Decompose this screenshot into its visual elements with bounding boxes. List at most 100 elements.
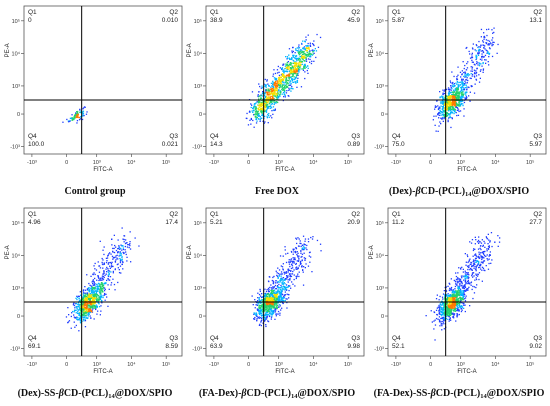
scatter-point — [267, 117, 268, 118]
scatter-point — [73, 314, 74, 315]
scatter-point — [282, 75, 283, 76]
scatter-point — [488, 29, 489, 30]
scatter-point — [77, 319, 78, 320]
scatter-point — [288, 74, 289, 75]
scatter-point — [270, 304, 271, 305]
scatter-point — [313, 61, 314, 62]
scatter-point — [252, 108, 253, 109]
scatter-point — [102, 283, 103, 284]
scatter-point — [254, 319, 255, 320]
scatter-point — [304, 60, 305, 61]
scatter-point — [309, 62, 310, 63]
scatter-point — [480, 63, 481, 64]
scatter-point — [303, 285, 304, 286]
scatter-point — [493, 42, 494, 43]
scatter-point — [115, 255, 116, 256]
scatter-point — [124, 241, 125, 242]
scatter-point — [261, 325, 262, 326]
scatter-point — [434, 339, 435, 340]
scatter-point — [484, 247, 485, 248]
scatter-point — [110, 271, 111, 272]
scatter-point — [466, 92, 467, 93]
scatter-point — [289, 59, 290, 60]
scatter-point — [426, 315, 427, 316]
scatter-point — [259, 115, 260, 116]
scatter-point — [304, 78, 305, 79]
scatter-point — [252, 112, 253, 113]
scatter-point — [272, 103, 273, 104]
scatter-point — [275, 282, 276, 283]
scatter-point — [472, 86, 473, 87]
scatter-point — [487, 52, 488, 53]
scatter-point — [492, 37, 493, 38]
scatter-point — [275, 83, 276, 84]
scatter-point — [110, 276, 111, 277]
scatter-point — [112, 259, 113, 260]
scatter-point — [479, 254, 480, 255]
scatter-point — [480, 45, 481, 46]
scatter-plot: Q15.87Q213.1Q475.0Q35.97-10³-10³0010³10³… — [368, 4, 550, 184]
scatter-point — [300, 262, 301, 263]
scatter-point — [491, 29, 492, 30]
scatter-point — [294, 69, 295, 70]
scatter-point — [83, 320, 84, 321]
quadrant-value-q2: 20.9 — [347, 219, 360, 226]
scatter-point — [442, 90, 443, 91]
scatter-point — [118, 267, 119, 268]
scatter-point — [443, 103, 444, 104]
scatter-point — [454, 288, 455, 289]
scatter-point — [294, 285, 295, 286]
scatter-point — [489, 41, 490, 42]
scatter-point — [265, 85, 266, 86]
scatter-point — [451, 96, 452, 97]
scatter-point — [288, 290, 289, 291]
scatter-point — [113, 272, 114, 273]
scatter-point — [448, 120, 449, 121]
scatter-point — [279, 274, 280, 275]
scatter-point — [457, 79, 458, 80]
scatter-point — [129, 241, 130, 242]
scatter-point — [285, 56, 286, 57]
scatter-point — [78, 114, 79, 115]
scatter-point — [292, 267, 293, 268]
scatter-point — [491, 39, 492, 40]
scatter-point — [282, 266, 283, 267]
scatter-point — [464, 65, 465, 66]
scatter-point — [296, 87, 297, 88]
scatter-point — [256, 313, 257, 314]
scatter-point — [499, 242, 500, 243]
scatter-point — [78, 310, 79, 311]
scatter-point — [305, 267, 306, 268]
scatter-point — [459, 105, 460, 106]
scatter-point — [449, 105, 450, 106]
scatter-point — [265, 313, 266, 314]
scatter-point — [290, 88, 291, 89]
scatter-point — [288, 83, 289, 84]
scatter-point — [299, 52, 300, 53]
scatter-point — [473, 264, 474, 265]
scatter-point — [486, 39, 487, 40]
scatter-point — [262, 109, 263, 110]
scatter-point — [488, 234, 489, 235]
scatter-point — [480, 241, 481, 242]
scatter-point — [92, 294, 93, 295]
scatter-point — [77, 311, 78, 312]
x-tick-label: 0 — [429, 160, 432, 166]
scatter-point — [300, 253, 301, 254]
scatter-point — [280, 287, 281, 288]
scatter-point — [469, 51, 470, 52]
scatter-point — [275, 85, 276, 86]
scatter-point — [300, 64, 301, 65]
scatter-point — [475, 243, 476, 244]
quadrant-value-q4: 100.0 — [28, 141, 45, 148]
scatter-point — [277, 281, 278, 282]
scatter-point — [99, 265, 100, 266]
scatter-point — [306, 249, 307, 250]
scatter-point — [453, 101, 454, 102]
scatter-point — [272, 81, 273, 82]
scatter-point — [96, 314, 97, 315]
scatter-point — [252, 91, 253, 92]
scatter-point — [80, 295, 81, 296]
quadrant-label-q2: Q2 — [351, 211, 360, 218]
